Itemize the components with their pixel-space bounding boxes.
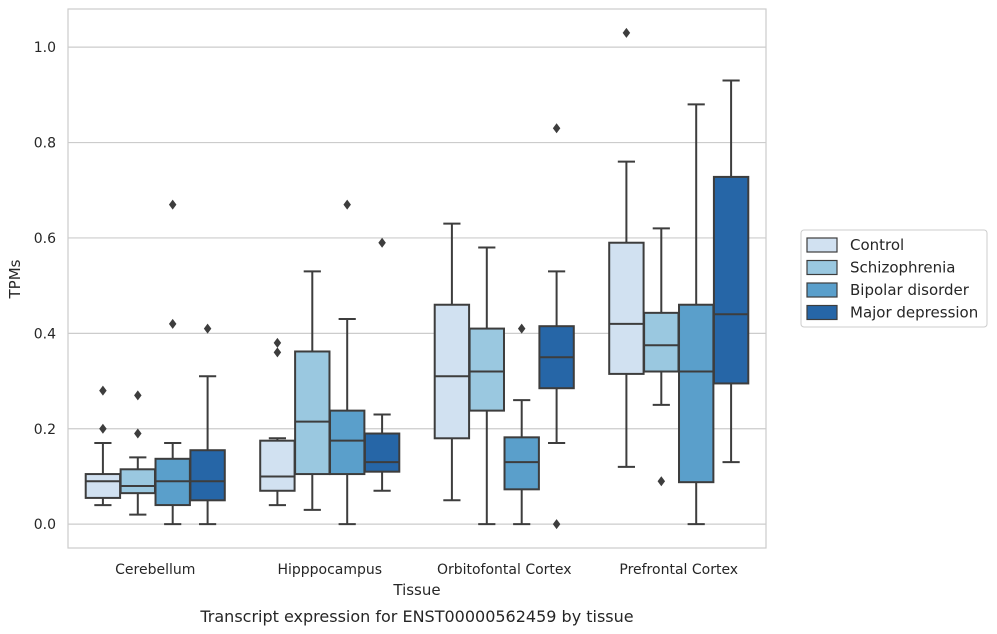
y-tick-label: 0.8	[34, 136, 56, 152]
box-3-2	[678, 103, 715, 526]
box-0-3	[189, 323, 226, 526]
box-iqr	[468, 327, 505, 412]
x-axis-label: Tissue	[392, 581, 440, 599]
box-2-3	[538, 123, 575, 530]
legend-label: Control	[850, 236, 904, 254]
box-0-2	[154, 199, 191, 526]
legend-items: Control Schizophrenia Bipolar disorder Majo…	[806, 236, 978, 322]
legend-swatch	[806, 259, 838, 276]
legend-label: Major depression	[850, 304, 978, 322]
box-iqr	[119, 468, 156, 495]
box-1-1	[294, 270, 331, 511]
x-tick-label: Prefrontal Cortex	[619, 562, 738, 578]
box-2-2	[503, 323, 540, 526]
outlier-point	[657, 476, 666, 487]
box-2-1	[468, 246, 505, 526]
y-axis-ticks: 0.0 0.2 0.4 0.6 0.8 1.0	[34, 40, 56, 533]
outlier-point	[622, 27, 631, 38]
box-iqr	[259, 439, 296, 492]
box-1-0	[259, 337, 296, 507]
outlier-point	[134, 390, 142, 401]
legend-swatch	[806, 304, 838, 321]
grid-lines	[68, 46, 766, 525]
outlier-point	[134, 428, 142, 439]
legend-frame	[800, 229, 988, 328]
box-2-0	[433, 222, 471, 502]
outlier-point	[99, 423, 107, 434]
box-3-0	[608, 27, 645, 468]
box-0-0	[84, 385, 122, 507]
box-iqr	[433, 303, 471, 440]
y-tick-label: 1.0	[34, 40, 56, 56]
outlier-point	[168, 199, 177, 210]
outlier-point	[203, 323, 212, 334]
box-iqr	[329, 409, 366, 476]
box-1-2	[329, 199, 366, 526]
outlier-point	[552, 519, 561, 530]
box-iqr	[363, 432, 401, 473]
legend-label: Bipolar disorder	[850, 281, 970, 299]
box-iqr	[294, 350, 331, 476]
y-tick-label: 0.2	[34, 422, 56, 438]
outlier-point	[273, 337, 282, 348]
y-tick-label: 0.0	[34, 517, 56, 533]
box-iqr	[84, 473, 122, 499]
box-iqr	[678, 303, 715, 484]
box-iqr	[608, 241, 645, 375]
box-iqr	[189, 449, 226, 502]
outlier-point	[273, 347, 282, 358]
box-iqr	[712, 175, 750, 385]
outlier-point	[343, 199, 351, 210]
outlier-point	[552, 123, 561, 134]
legend-item: Bipolar disorder	[806, 281, 970, 299]
chart-caption: Transcript expression for ENST0000056245…	[199, 607, 633, 626]
legend-item: Control	[806, 236, 904, 254]
outlier-point	[168, 318, 177, 329]
box-iqr	[643, 311, 680, 373]
outlier-point	[99, 385, 107, 396]
box-3-3	[712, 79, 750, 464]
plot-frame	[67, 8, 767, 549]
legend-item: Schizophrenia	[806, 259, 955, 277]
boxes	[84, 27, 750, 530]
y-tick-label: 0.4	[34, 326, 56, 342]
x-tick-label: Cerebellum	[115, 562, 195, 578]
outlier-point	[517, 323, 526, 334]
x-axis-ticks: Cerebellum Hipppocampus Orbitofontal Corte…	[115, 562, 738, 578]
legend-label: Schizophrenia	[850, 259, 955, 277]
legend-swatch	[806, 237, 838, 253]
x-tick-label: Hipppocampus	[277, 562, 382, 578]
box-iqr	[503, 436, 540, 491]
legend-item: Major depression	[806, 304, 978, 322]
y-axis-label: TPMs	[6, 259, 24, 299]
outlier-point	[378, 237, 386, 248]
box-3-1	[643, 227, 680, 487]
y-tick-label: 0.6	[34, 231, 56, 247]
legend-swatch	[806, 282, 838, 298]
legend: Control Schizophrenia Bipolar disorder Majo…	[800, 229, 988, 328]
box-1-3	[363, 237, 401, 492]
box-0-1	[119, 390, 156, 516]
x-tick-label: Orbitofontal Cortex	[437, 562, 572, 578]
